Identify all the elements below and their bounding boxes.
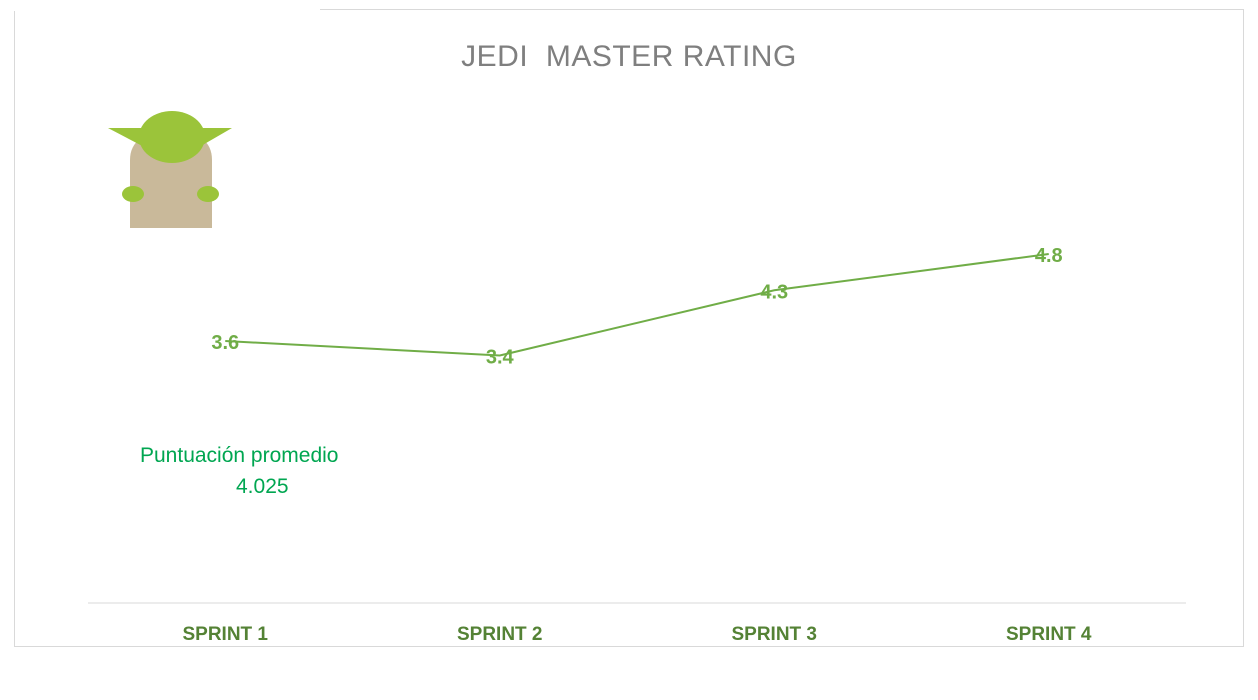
frame-notch <box>14 8 320 11</box>
average-score-label: Puntuación promedio <box>140 444 339 467</box>
data-label: 4.8 <box>1035 245 1063 267</box>
data-label: 4.3 <box>760 281 788 303</box>
series-line <box>225 253 1049 357</box>
chart-title: JEDI MASTER RATING <box>461 40 797 73</box>
yoda-icon <box>108 111 232 228</box>
average-score-value: 4.025 <box>236 475 289 498</box>
category-label: SPRINT 1 <box>182 624 268 645</box>
chart-frame <box>14 9 1244 647</box>
category-label: SPRINT 4 <box>1006 624 1092 645</box>
data-label: 3.4 <box>486 347 515 369</box>
data-label: 3.6 <box>211 332 239 354</box>
category-label: SPRINT 3 <box>731 624 817 645</box>
category-label: SPRINT 2 <box>457 624 543 645</box>
